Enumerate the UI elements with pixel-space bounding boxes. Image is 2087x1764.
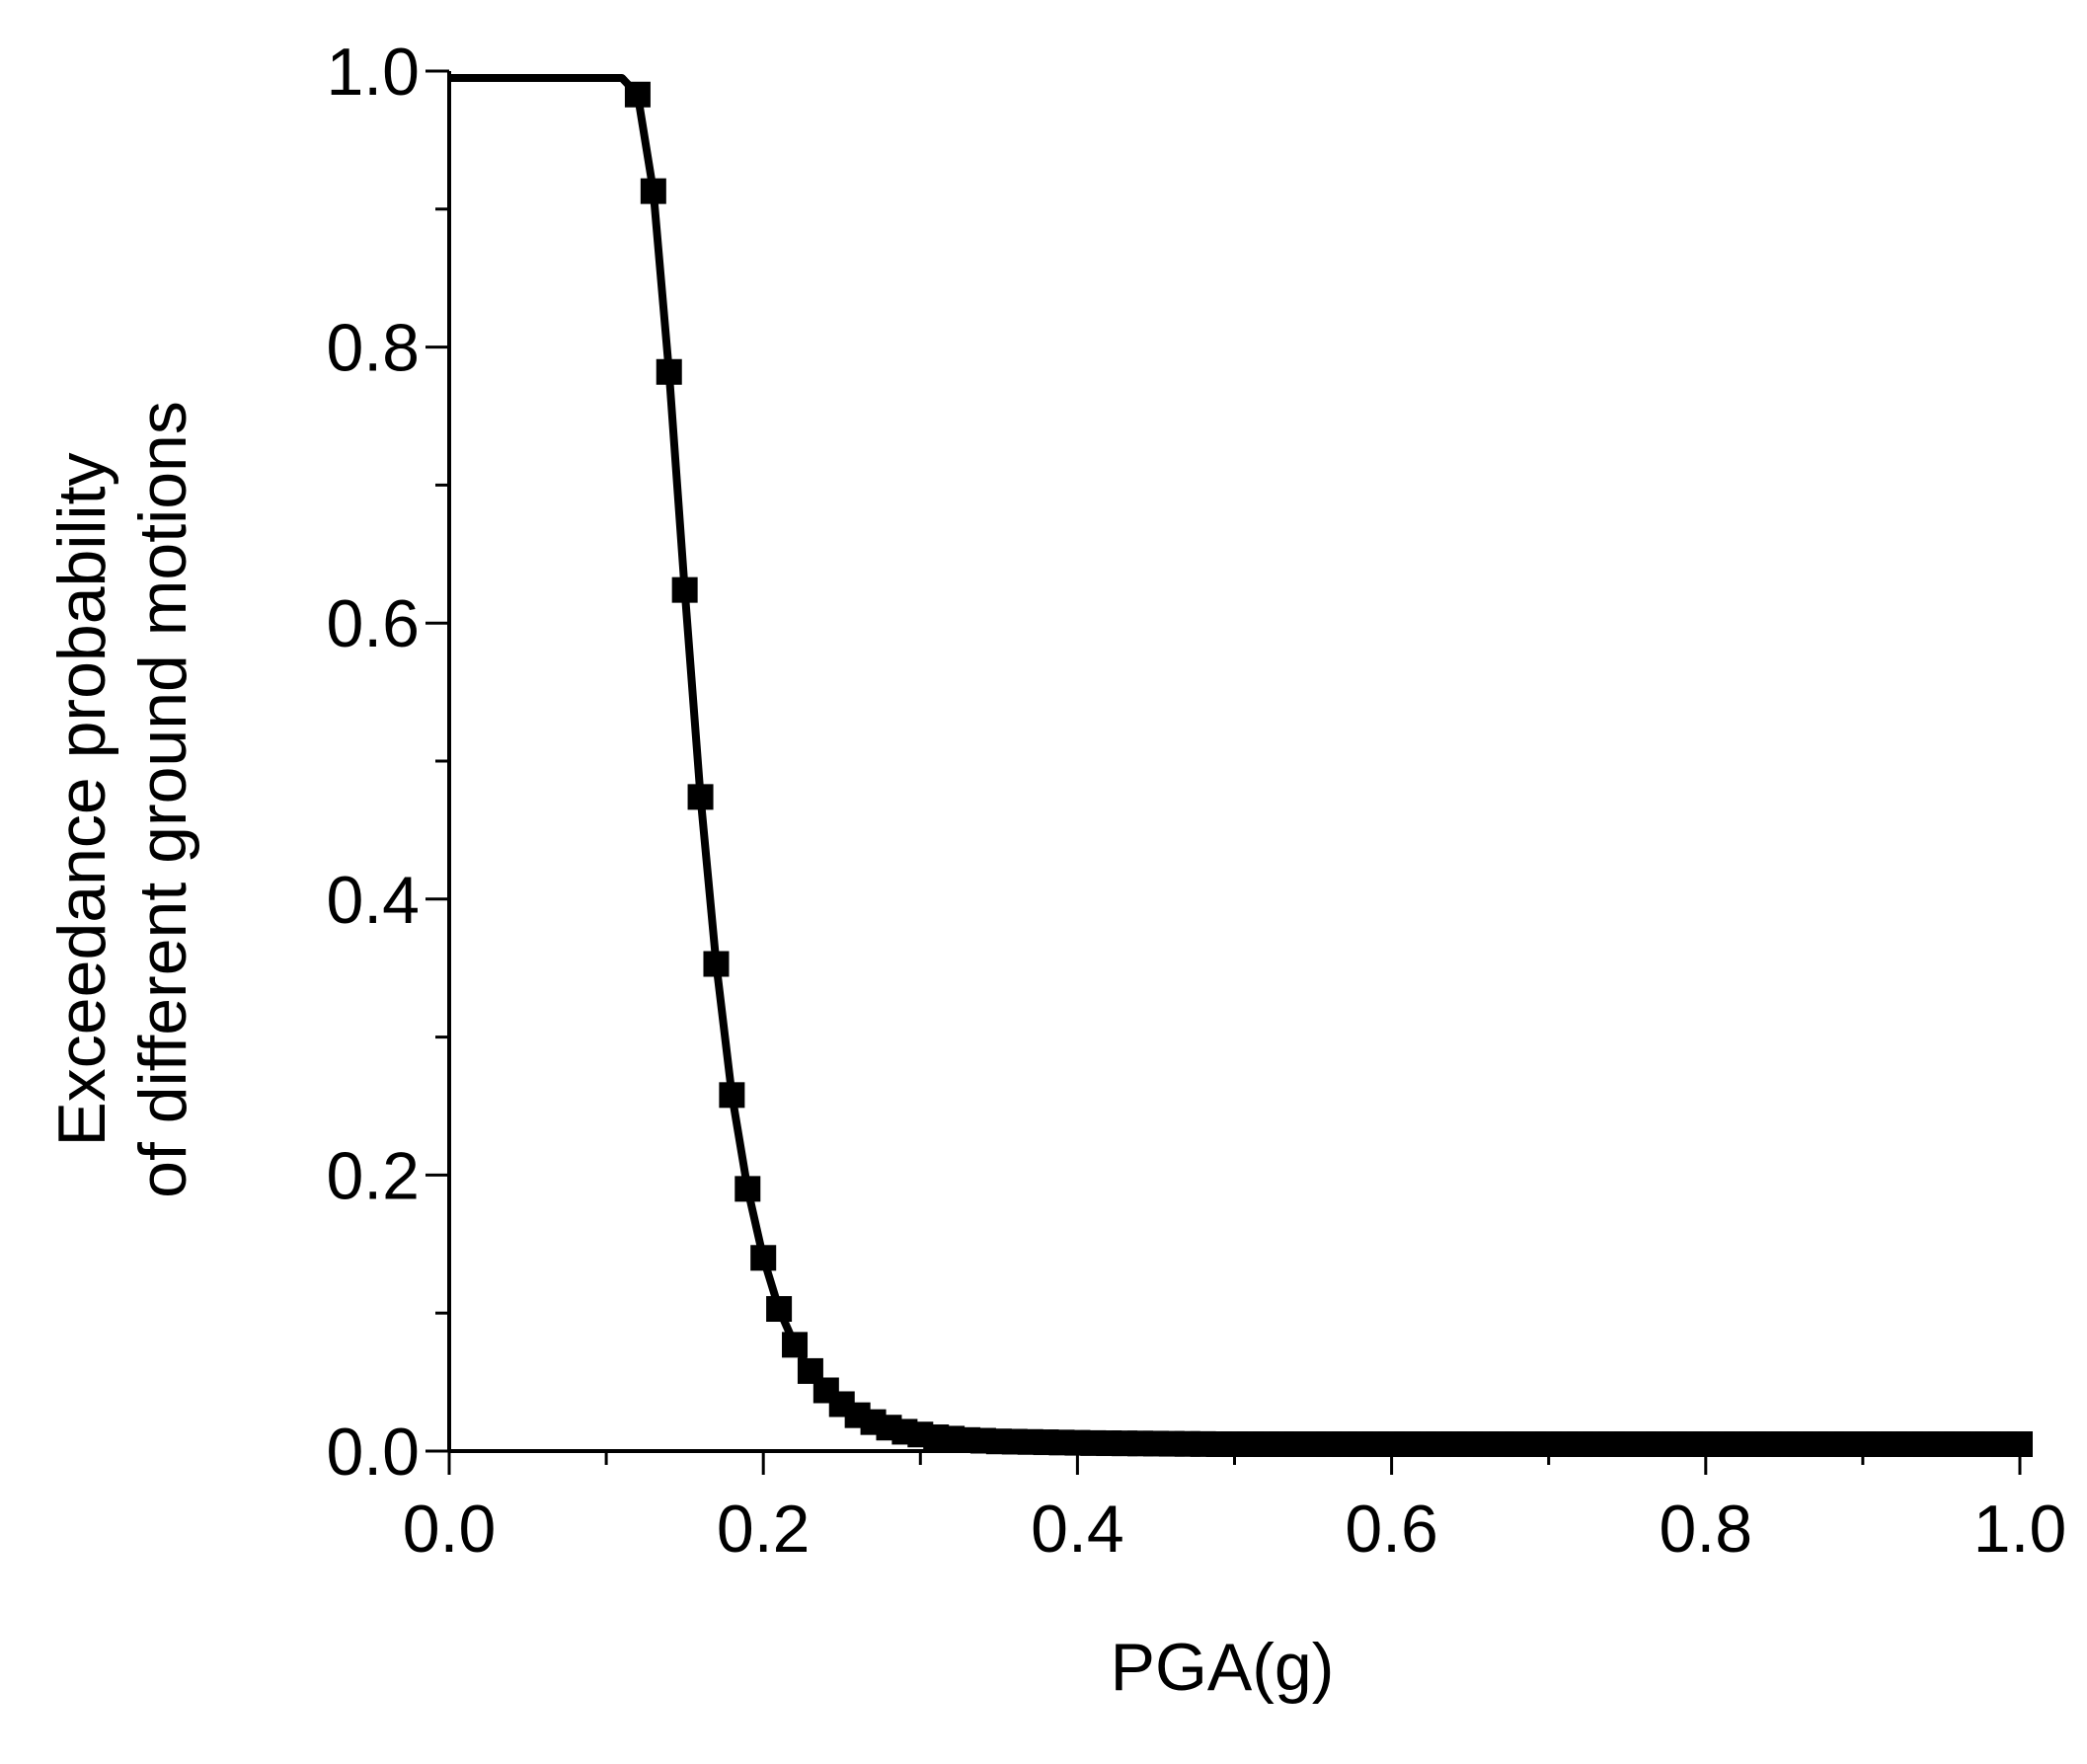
series-line — [449, 74, 2020, 1448]
x-tick-label: 1.0 — [1973, 1492, 2067, 1567]
data-point-marker — [2007, 1431, 2033, 1458]
x-tick-label: 0.6 — [1345, 1492, 1438, 1567]
y-tick-label: 0.0 — [326, 1415, 420, 1490]
x-tick-label: 0.8 — [1660, 1492, 1753, 1567]
data-point-marker — [750, 1245, 777, 1271]
data-point-marker — [766, 1296, 793, 1323]
data-point-marker — [687, 784, 714, 810]
series-markers — [624, 81, 2033, 1458]
data-point-marker — [624, 81, 651, 108]
data-point-marker — [640, 178, 666, 204]
x-tick-label: 0.0 — [403, 1492, 497, 1567]
data-point-marker — [734, 1176, 761, 1202]
data-point-marker — [671, 576, 698, 603]
data-point-marker — [703, 951, 730, 977]
y-tick-label: 0.4 — [326, 863, 420, 938]
tick-labels: 0.0 0.2 0.4 0.6 0.8 1.0 0.0 0.2 0.4 0.6 0.8 1.0 — [326, 35, 2066, 1567]
y-tick-label: 0.6 — [326, 586, 420, 661]
data-point-marker — [719, 1082, 745, 1109]
x-axis-title: PGA(g) — [1111, 1630, 1335, 1705]
y-axis-title-line-1: Exceedance probability — [44, 452, 119, 1146]
y-axis-title-line-2: of different ground motions — [125, 401, 200, 1198]
x-tick-label: 0.4 — [1031, 1492, 1124, 1567]
y-tick-label: 0.8 — [326, 311, 420, 386]
y-tick-label: 1.0 — [326, 35, 420, 110]
data-point-marker — [782, 1332, 809, 1358]
data-point-marker — [656, 358, 682, 385]
x-tick-label: 0.2 — [717, 1492, 811, 1567]
y-tick-label: 0.2 — [326, 1138, 420, 1213]
series-curve — [449, 74, 2020, 1448]
